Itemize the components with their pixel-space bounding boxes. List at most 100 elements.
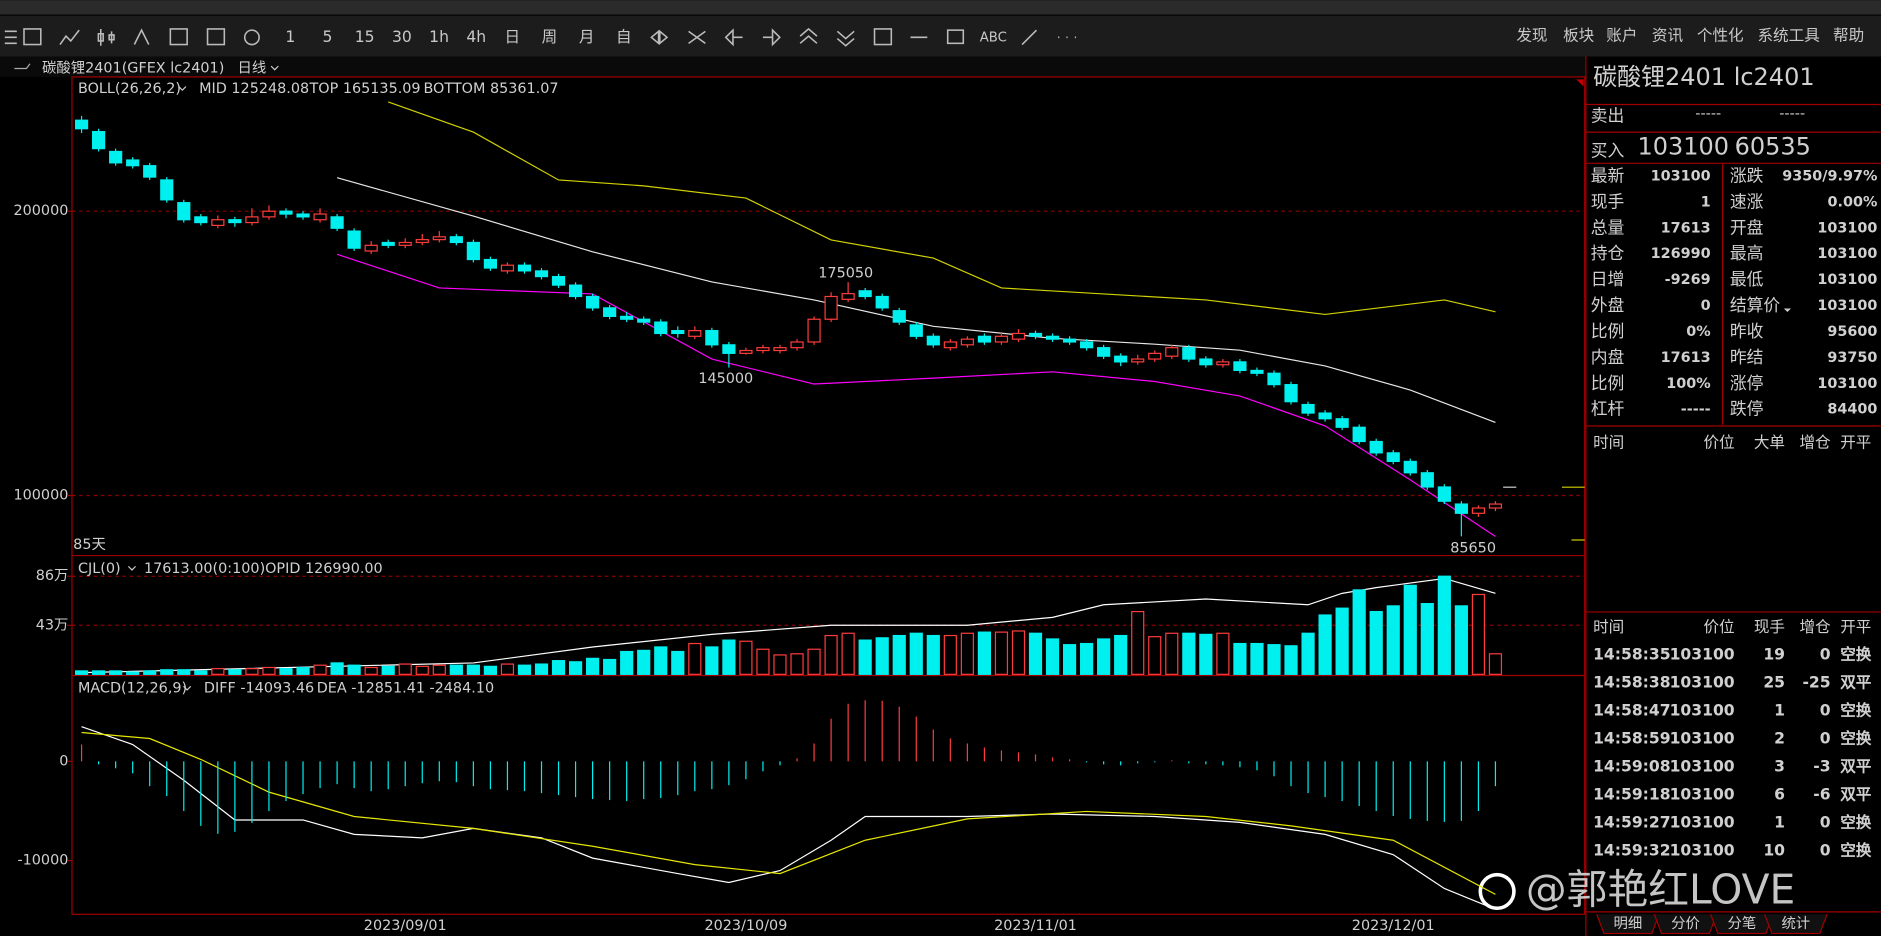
annotation: 85650 bbox=[1450, 540, 1496, 556]
menu-item[interactable]: 个性化 bbox=[1697, 27, 1744, 45]
volume-bar bbox=[517, 664, 532, 675]
period-dropdown[interactable] bbox=[270, 65, 279, 71]
tab-shape[interactable] bbox=[1653, 914, 1718, 935]
tab-shape[interactable] bbox=[1764, 914, 1828, 935]
trade-cell: 双平 bbox=[1840, 757, 1872, 775]
volume-bar bbox=[773, 654, 787, 675]
menu-item[interactable]: 帮助 bbox=[1833, 27, 1864, 45]
candle-body bbox=[92, 130, 106, 150]
volume-bar bbox=[1369, 610, 1383, 675]
tool-cross[interactable] bbox=[688, 30, 706, 44]
volume-bar bbox=[1471, 593, 1486, 675]
period[interactable]: 日线 bbox=[238, 60, 267, 77]
text-tool[interactable]: ABC bbox=[980, 30, 1007, 45]
tab[interactable]: 分笔 bbox=[1727, 915, 1756, 932]
quote-label: 外盘 bbox=[1591, 295, 1625, 315]
candle-body bbox=[1114, 355, 1128, 363]
sell-label: 卖出 bbox=[1591, 106, 1625, 126]
watermark: @郭艳红LOVE bbox=[1526, 866, 1795, 914]
menu-item[interactable]: 账户 bbox=[1606, 27, 1637, 45]
candle-body bbox=[620, 315, 634, 320]
tool-up[interactable] bbox=[799, 27, 818, 44]
period-button[interactable]: 1 bbox=[285, 28, 295, 46]
menu-item[interactable]: 资讯 bbox=[1652, 27, 1684, 45]
indicator-dropdown[interactable] bbox=[178, 86, 187, 91]
period-button[interactable]: 月 bbox=[579, 28, 595, 46]
trade-cell: 双平 bbox=[1840, 785, 1872, 803]
candle-body bbox=[1352, 426, 1366, 443]
volume-bar bbox=[807, 648, 821, 675]
volume-bar bbox=[381, 665, 395, 675]
indicator-dropdown[interactable] bbox=[183, 685, 192, 691]
volume-bar bbox=[347, 664, 361, 675]
volume-bar bbox=[790, 653, 804, 675]
quote-label: 现手 bbox=[1591, 191, 1625, 211]
period-button[interactable]: 日 bbox=[504, 28, 520, 46]
quote-title: 碳酸锂2401 lc2401 bbox=[1593, 63, 1815, 91]
quote-value: 9350/9.97% bbox=[1782, 168, 1877, 184]
quote-label: 持仓 bbox=[1591, 243, 1625, 263]
volume-bar bbox=[637, 649, 651, 675]
candle-body bbox=[603, 307, 617, 317]
indicator-dropdown[interactable] bbox=[127, 565, 136, 571]
candle-body bbox=[841, 293, 855, 300]
volume-bar bbox=[688, 642, 702, 675]
volume-bar bbox=[1182, 632, 1196, 675]
volume-bar bbox=[1318, 614, 1332, 675]
tool-list[interactable] bbox=[23, 28, 42, 46]
tool-save[interactable] bbox=[206, 28, 226, 46]
quote-value: 17613 bbox=[1661, 220, 1711, 236]
tab[interactable]: 分价 bbox=[1671, 915, 1700, 932]
tool-left[interactable] bbox=[724, 28, 743, 47]
tool-zoom[interactable] bbox=[650, 29, 669, 46]
period-button[interactable]: 4h bbox=[466, 28, 486, 46]
period-button[interactable]: 30 bbox=[392, 28, 412, 46]
quote-label: 杠杆 bbox=[1591, 399, 1625, 419]
period-button[interactable]: 自 bbox=[616, 28, 632, 46]
candle-body bbox=[773, 347, 787, 352]
column-header: 时间 bbox=[1593, 618, 1624, 636]
menu-item[interactable]: 发现 bbox=[1516, 27, 1547, 45]
trade-cell: 空换 bbox=[1840, 701, 1872, 720]
tool-pen[interactable] bbox=[1021, 29, 1038, 46]
volume-bar bbox=[1080, 642, 1094, 675]
candle-body bbox=[1420, 472, 1434, 488]
tab-shape[interactable] bbox=[1596, 914, 1660, 935]
menu-item[interactable]: 板块 bbox=[1563, 27, 1595, 45]
menu-item[interactable]: 系统工具 bbox=[1757, 27, 1819, 45]
quote-label: 最高 bbox=[1730, 243, 1764, 263]
volume-bar bbox=[296, 666, 310, 675]
period-button[interactable]: 周 bbox=[542, 28, 558, 46]
column-header: 时间 bbox=[1593, 433, 1624, 451]
candle-body bbox=[74, 119, 89, 130]
trade-cell: 25 bbox=[1763, 674, 1785, 692]
quote-value: 0 bbox=[1701, 298, 1711, 314]
tool-candle[interactable] bbox=[97, 28, 115, 46]
tool-refresh[interactable] bbox=[243, 29, 260, 46]
volume-bar bbox=[1420, 603, 1434, 675]
trade-cell: 空换 bbox=[1840, 645, 1872, 664]
candle-body bbox=[415, 239, 429, 244]
tool-down[interactable] bbox=[836, 30, 855, 47]
period-button[interactable]: 1h bbox=[429, 28, 449, 46]
tool-rect[interactable] bbox=[946, 29, 965, 45]
tool-line[interactable] bbox=[59, 29, 80, 45]
tab[interactable]: 明细 bbox=[1614, 915, 1643, 932]
candle-body bbox=[347, 230, 361, 249]
period-button[interactable]: 5 bbox=[323, 28, 333, 46]
period-button[interactable]: 15 bbox=[355, 28, 375, 46]
quote-label: 最新 bbox=[1591, 165, 1625, 185]
tool-layout[interactable] bbox=[873, 28, 893, 46]
tool-menu[interactable] bbox=[4, 30, 17, 45]
tool-grid[interactable] bbox=[169, 28, 188, 46]
settle-dropdown[interactable] bbox=[1783, 308, 1792, 313]
x-tick-label: 2023/10/09 bbox=[704, 918, 787, 934]
volume-bar bbox=[245, 668, 259, 675]
legend-entry: DEA -12851.41 bbox=[317, 681, 425, 697]
tool-right[interactable] bbox=[762, 28, 781, 47]
trade-cell: -3 bbox=[1813, 757, 1830, 775]
tab[interactable]: 统计 bbox=[1781, 915, 1810, 932]
volume-bar bbox=[1148, 636, 1162, 675]
tool-draw[interactable] bbox=[133, 28, 150, 45]
